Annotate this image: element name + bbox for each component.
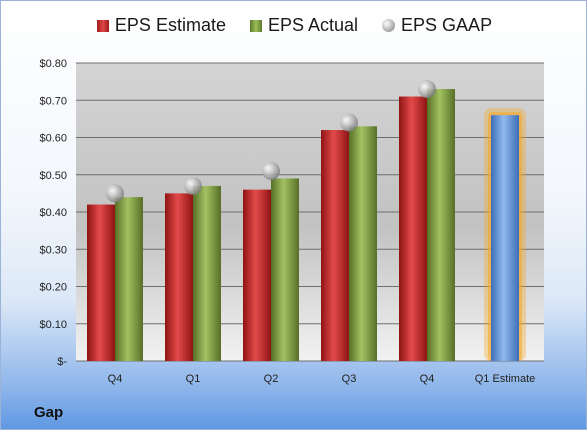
point-eps-gaap <box>184 176 202 195</box>
bar-eps-actual <box>271 178 299 361</box>
legend-label-gaap: EPS GAAP <box>401 15 493 35</box>
y-tick-label: $0.30 <box>39 244 67 256</box>
bar-eps-actual <box>115 197 143 361</box>
y-tick-label: $- <box>57 356 67 368</box>
legend-label-estimate: EPS Estimate <box>114 15 226 35</box>
gridlines <box>76 62 544 362</box>
bar-q1-estimate <box>491 115 519 362</box>
legend-item-actual: EPS Actual <box>249 15 359 36</box>
y-tick-label: $0.50 <box>39 170 67 182</box>
gaap-points <box>106 80 436 203</box>
bar-eps-actual <box>193 185 221 361</box>
bar-eps-actual <box>427 89 455 361</box>
y-tick-label: $0.40 <box>39 207 67 219</box>
bar-eps-estimate <box>399 96 427 362</box>
legend-item-gaap: EPS GAAP <box>382 15 492 36</box>
x-tick-label: Q4 <box>108 373 123 385</box>
legend-swatch-actual <box>249 19 262 32</box>
bars <box>87 89 526 362</box>
point-eps-gaap <box>340 113 358 132</box>
y-tick-label: $0.10 <box>39 319 67 331</box>
legend-swatch-gaap <box>382 19 396 32</box>
bar-eps-actual <box>349 126 377 361</box>
y-tick-label: $0.70 <box>39 95 67 107</box>
y-axis: $- $0.10 $0.20 $0.30 $0.40 $0.50 $0.60 $0.70 $0.… <box>39 58 67 368</box>
x-tick-label: Q1 <box>186 373 201 385</box>
bar-eps-estimate <box>243 189 271 361</box>
point-eps-gaap <box>418 80 436 99</box>
legend: EPS Estimate EPS Actual EPS GAAP <box>1 15 587 36</box>
legend-swatch-estimate <box>96 19 109 32</box>
x-tick-label: Q3 <box>342 373 357 385</box>
bar-eps-estimate <box>321 130 349 361</box>
bar-eps-estimate <box>165 193 193 361</box>
y-tick-label: $0.80 <box>39 58 67 70</box>
x-tick-label: Q1 Estimate <box>475 373 536 385</box>
y-tick-label: $0.20 <box>39 282 67 294</box>
y-tick-label: $0.60 <box>39 133 67 145</box>
x-tick-label: Q2 <box>264 373 279 385</box>
point-eps-gaap <box>262 162 280 181</box>
legend-label-actual: EPS Actual <box>267 15 359 35</box>
bar-eps-estimate <box>87 204 115 361</box>
company-name: Gap <box>34 404 64 421</box>
point-eps-gaap <box>106 184 124 203</box>
x-axis: Q4 Q1 Q2 Q3 Q4 Q1 Estimate <box>108 373 536 385</box>
legend-item-estimate: EPS Estimate <box>96 15 226 36</box>
x-tick-label: Q4 <box>420 373 435 385</box>
